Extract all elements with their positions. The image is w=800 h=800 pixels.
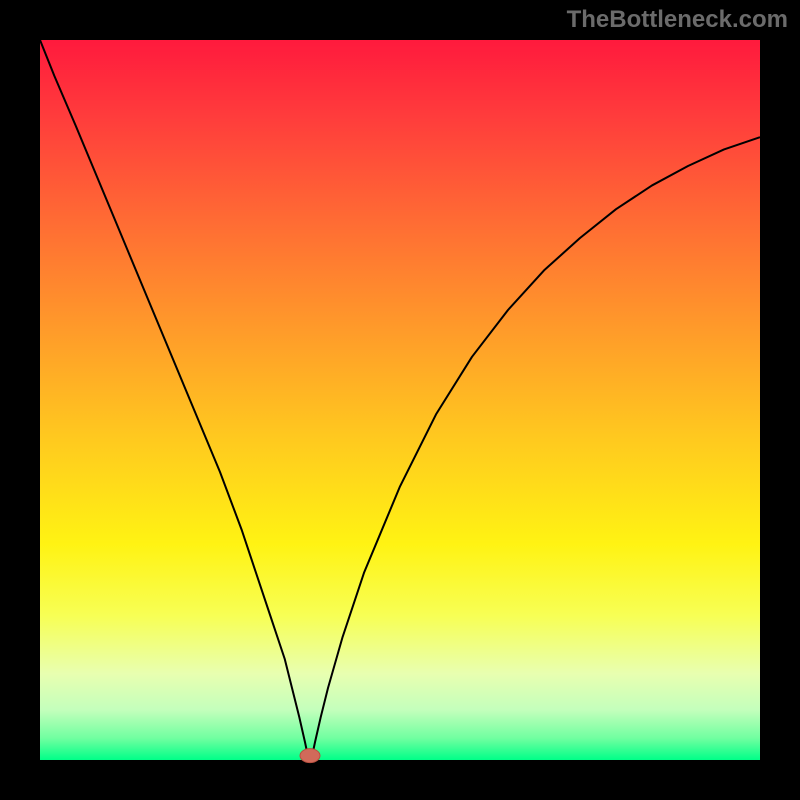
plot-area (40, 40, 760, 760)
watermark-text: TheBottleneck.com (567, 6, 788, 34)
optimal-marker (300, 749, 320, 763)
bottleneck-chart (0, 0, 800, 800)
